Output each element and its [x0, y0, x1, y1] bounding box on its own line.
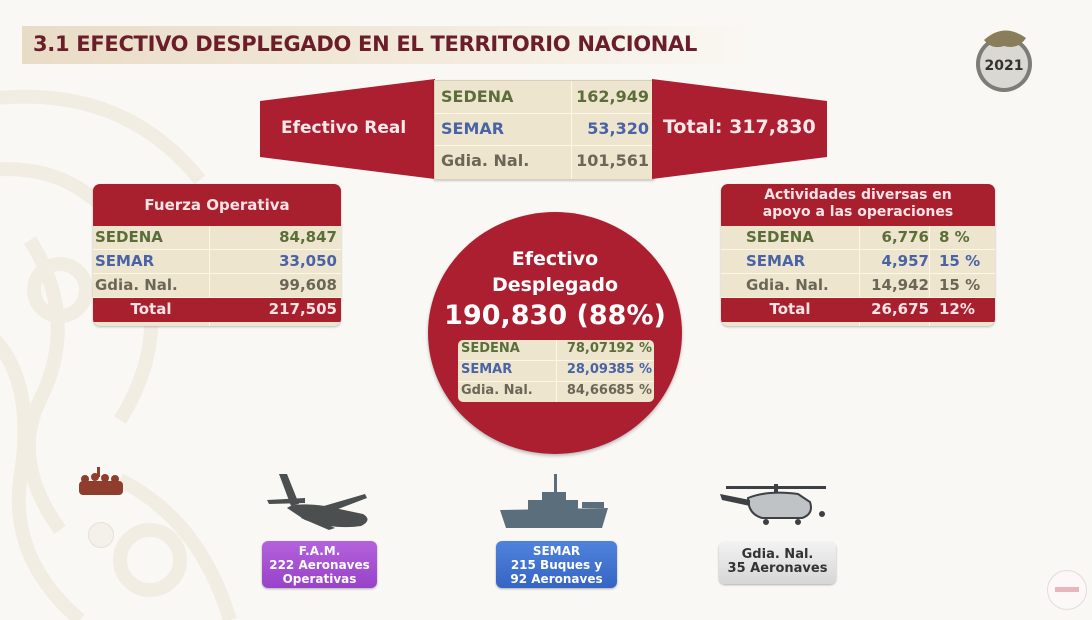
row-label: SEMAR — [746, 252, 806, 270]
row-label: Gdia. Nal. — [461, 383, 533, 398]
total-value: 217,505 — [268, 300, 337, 318]
gdia-badge-line2: 35 Aeronaves — [727, 561, 828, 576]
actividades-diversas-table: Actividades diversas en apoyo a las oper… — [721, 184, 995, 326]
table-row: SEDENA 162,949 — [435, 81, 653, 114]
gdia-badge-line1: Gdia. Nal. — [741, 547, 814, 562]
column-divider — [571, 81, 572, 179]
fam-badge-line3: Operativas — [282, 572, 357, 586]
row-pct: 8 % — [939, 228, 970, 246]
row-value: 6,776 — [881, 228, 929, 246]
row-value: 84,847 — [279, 228, 337, 246]
desplegado-headline: 190,830 (88%) — [444, 300, 666, 331]
semar-badge-line3: 92 Aeronaves — [510, 572, 603, 586]
row-label: SEDENA — [461, 341, 520, 356]
total-row: Total 217,505 — [93, 298, 341, 322]
row-pct: 92 % — [616, 341, 652, 356]
table-row: SEMAR 33,050 — [93, 250, 341, 274]
fuerza-operativa-title: Fuerza Operativa — [93, 184, 341, 226]
seal-year: 2021 — [985, 58, 1024, 74]
row-value: 99,608 — [279, 276, 337, 294]
semar-badge-line2: 215 Buques y — [510, 558, 603, 572]
column-divider — [556, 340, 557, 402]
table-row: SEDENA 78,071 92 % — [458, 340, 654, 361]
coin-icon — [88, 522, 114, 548]
column-divider — [209, 226, 210, 326]
table-row: Gdia. Nal. 101,561 — [435, 145, 653, 177]
gobierno-mexico-logo — [1047, 570, 1087, 610]
gdia-badge: Gdia. Nal. 35 Aeronaves — [719, 542, 836, 584]
actividades-title-line1: Actividades diversas en — [764, 187, 952, 203]
row-pct: 15 % — [939, 252, 981, 270]
row-value: 28,093 — [566, 362, 617, 377]
total-row: Total 26,675 12% — [721, 298, 995, 322]
row-label: Gdia. Nal. — [746, 276, 829, 294]
table-row: SEDENA 6,776 8 % — [721, 226, 995, 250]
total-pct: 12% — [939, 300, 975, 318]
row-value: 78,071 — [566, 341, 617, 356]
fam-badge-line2: 222 Aeronaves — [269, 558, 370, 572]
efectivo-desplegado-circle: Efectivo Desplegado 190,830 (88%) SEDENA… — [428, 212, 682, 454]
row-value: 53,320 — [587, 119, 649, 138]
anniversary-seal-logo: 2021 — [976, 30, 1032, 92]
table-row: Gdia. Nal. 14,942 15 % — [721, 274, 995, 298]
table-row: SEDENA 84,847 — [93, 226, 341, 250]
semar-badge-line1: SEMAR — [532, 544, 581, 558]
row-pct: 15 % — [939, 276, 981, 294]
page-title: 3.1 EFECTIVO DESPLEGADO EN EL TERRITORIO… — [33, 32, 698, 56]
efectivo-real-total: Total: 317,830 — [663, 116, 816, 138]
column-divider — [859, 226, 860, 326]
desplegado-line2: Desplegado — [491, 274, 619, 296]
desplegado-table: SEDENA 78,071 92 % SEMAR 28,093 85 % Gdi… — [458, 340, 654, 402]
row-value: 84,666 — [566, 383, 617, 398]
row-label: SEMAR — [95, 252, 155, 270]
fam-badge-line1: F.A.M. — [298, 544, 341, 558]
row-label: SEDENA — [746, 228, 814, 246]
row-value: 162,949 — [576, 87, 649, 106]
row-label: SEMAR — [441, 119, 505, 138]
airplane-icon — [267, 474, 368, 530]
fam-badge: F.A.M. 222 Aeronaves Operativas — [262, 541, 377, 588]
table-row: SEMAR 4,957 15 % — [721, 250, 995, 274]
efectivo-real-table: SEDENA 162,949 SEMAR 53,320 Gdia. Nal. 1… — [434, 80, 654, 180]
ship-icon — [500, 474, 608, 528]
row-label: Gdia. Nal. — [95, 276, 178, 294]
row-value: 14,942 — [871, 276, 929, 294]
row-value: 33,050 — [279, 252, 337, 270]
helicopter-icon — [720, 484, 826, 525]
table-row: Gdia. Nal. 84,666 85 % — [458, 382, 654, 402]
historic-figures-icon — [79, 467, 123, 495]
semar-badge: SEMAR 215 Buques y 92 Aeronaves — [496, 541, 617, 588]
row-label: SEDENA — [441, 87, 514, 106]
efectivo-real-ribbon — [260, 79, 435, 179]
total-label: Total — [769, 300, 811, 318]
fuerza-operativa-table: Fuerza Operativa SEDENA 84,847 SEMAR 33,… — [93, 184, 341, 326]
row-value: 4,957 — [881, 252, 929, 270]
row-pct: 85 % — [616, 383, 652, 398]
actividades-title-line2: apoyo a las operaciones — [762, 204, 954, 220]
total-ribbon — [652, 79, 827, 179]
total-value: 26,675 — [871, 300, 929, 318]
table-row: SEMAR 53,320 — [435, 113, 653, 146]
eagle-watermark-pattern — [0, 89, 237, 620]
actividades-title: Actividades diversas en apoyo a las oper… — [721, 184, 995, 226]
column-divider — [929, 226, 930, 326]
row-pct: 85 % — [616, 362, 652, 377]
row-label: SEDENA — [95, 228, 163, 246]
efectivo-real-label: Efectivo Real — [281, 118, 407, 138]
row-value: 101,561 — [576, 151, 649, 170]
row-label: Gdia. Nal. — [441, 151, 530, 170]
title-bar — [22, 26, 757, 64]
total-label: Total — [130, 300, 172, 318]
table-row: SEMAR 28,093 85 % — [458, 361, 654, 382]
row-label: SEMAR — [461, 362, 513, 377]
table-row: Gdia. Nal. 99,608 — [93, 274, 341, 298]
logo-mark — [1055, 587, 1079, 592]
desplegado-line1: Efectivo — [511, 248, 599, 270]
